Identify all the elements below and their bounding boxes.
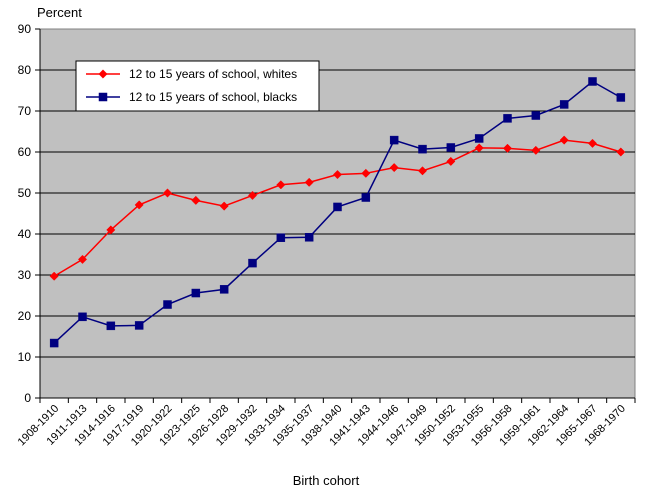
data-point	[106, 321, 116, 331]
y-tick-label: 40	[18, 227, 32, 241]
data-point	[446, 156, 456, 166]
y-tick-labels: 0 10 20 30 40 50 60 70 80 90	[18, 22, 32, 405]
y-tick-label: 10	[18, 350, 32, 364]
data-point	[616, 93, 626, 102]
legend-label-blacks: 12 to 15 years of school, blacks	[129, 90, 297, 104]
y-tick-label: 90	[18, 22, 32, 36]
data-point	[248, 258, 257, 268]
data-point	[418, 144, 427, 154]
data-point	[49, 338, 59, 348]
data-point	[531, 111, 541, 120]
y-tick-label: 30	[18, 268, 32, 282]
axes	[35, 28, 636, 403]
data-point	[163, 300, 172, 309]
y-tick-label: 60	[18, 145, 32, 159]
data-point	[361, 168, 371, 178]
data-point	[276, 180, 286, 190]
data-point	[446, 143, 456, 152]
data-point	[389, 135, 399, 145]
series-0	[49, 135, 626, 281]
series-1	[49, 77, 626, 348]
data-point	[106, 225, 116, 235]
y-tick-label: 20	[18, 309, 32, 323]
y-tick-label: 80	[18, 63, 32, 77]
data-point	[219, 285, 229, 294]
data-point	[77, 254, 88, 264]
data-point	[559, 100, 569, 109]
data-point	[531, 145, 541, 155]
data-point	[191, 288, 201, 298]
legend-marker	[98, 69, 108, 79]
data-point	[559, 135, 569, 145]
data-point	[162, 188, 173, 198]
x-tick-labels: 1908-19101911-19131914-19161917-19191920…	[16, 403, 628, 449]
data-point	[389, 163, 399, 173]
data-point	[304, 177, 314, 187]
data-point	[332, 169, 343, 180]
data-point	[191, 195, 201, 205]
series-lines	[49, 77, 626, 348]
y-tick-label: 0	[24, 391, 31, 405]
data-point	[134, 321, 144, 330]
data-point	[474, 134, 484, 143]
x-axis-label: Birth cohort	[293, 473, 360, 488]
legend-marker	[98, 92, 108, 102]
data-point	[134, 200, 144, 210]
data-point	[587, 138, 598, 148]
data-point	[247, 190, 258, 201]
legend-label-whites: 12 to 15 years of school, whites	[129, 67, 297, 81]
data-point	[417, 166, 428, 176]
legend: 12 to 15 years of school, whites 12 to 1…	[75, 60, 320, 112]
data-point	[78, 312, 87, 322]
data-point	[49, 271, 59, 281]
data-point	[333, 202, 342, 212]
legend-box	[75, 60, 320, 112]
data-point	[219, 201, 229, 211]
data-point	[276, 233, 286, 242]
data-point	[616, 147, 626, 157]
data-point	[502, 143, 513, 153]
data-point	[304, 233, 314, 242]
data-point	[361, 193, 371, 202]
y-axis-label: Percent	[37, 5, 82, 20]
data-point	[588, 77, 597, 86]
y-tick-label: 70	[18, 104, 32, 118]
data-point	[503, 114, 512, 123]
data-point	[474, 143, 484, 153]
y-tick-label: 50	[18, 186, 32, 200]
